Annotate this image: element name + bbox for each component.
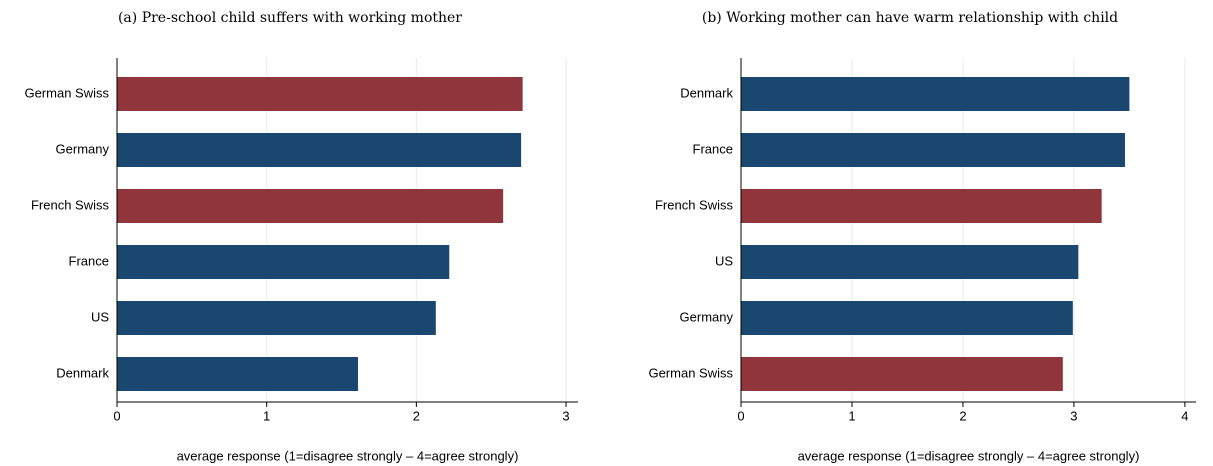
panel-title: (b) Working mother can have warm relatio… xyxy=(702,10,1118,26)
x-tick-label: 0 xyxy=(113,408,120,423)
y-tick-label: Denmark xyxy=(56,365,109,380)
y-tick-label: US xyxy=(715,253,733,268)
bar xyxy=(741,357,1063,391)
bar xyxy=(741,189,1102,223)
x-tick-label: 4 xyxy=(1181,408,1188,423)
bar xyxy=(741,133,1125,167)
x-tick-label: 1 xyxy=(848,408,855,423)
y-tick-label: US xyxy=(91,309,109,324)
x-tick-label: 2 xyxy=(959,408,966,423)
x-tick-label: 3 xyxy=(562,408,569,423)
bar xyxy=(117,133,522,167)
x-tick-label: 2 xyxy=(413,408,420,423)
y-tick-label: Germany xyxy=(680,309,734,324)
bar xyxy=(741,245,1079,279)
y-tick-label: France xyxy=(69,253,109,268)
x-tick-label: 0 xyxy=(737,408,744,423)
bar xyxy=(117,189,504,223)
y-tick-label: Germany xyxy=(56,141,110,156)
bar xyxy=(741,77,1130,111)
bar xyxy=(117,357,358,391)
x-tick-label: 3 xyxy=(1070,408,1077,423)
bar xyxy=(741,301,1073,335)
x-axis-label: average response (1=disagree strongly – … xyxy=(177,448,519,463)
panel-title: (a) Pre-school child suffers with workin… xyxy=(118,10,462,26)
y-tick-label: German Swiss xyxy=(24,85,109,100)
y-tick-label: German Swiss xyxy=(648,365,733,380)
bar xyxy=(117,245,450,279)
x-tick-label: 1 xyxy=(263,408,270,423)
y-tick-label: Denmark xyxy=(680,85,733,100)
y-tick-label: French Swiss xyxy=(31,197,110,212)
bar xyxy=(117,77,523,111)
bar xyxy=(117,301,436,335)
y-tick-label: France xyxy=(693,141,733,156)
y-tick-label: French Swiss xyxy=(655,197,734,212)
x-axis-label: average response (1=disagree strongly – … xyxy=(798,448,1140,463)
